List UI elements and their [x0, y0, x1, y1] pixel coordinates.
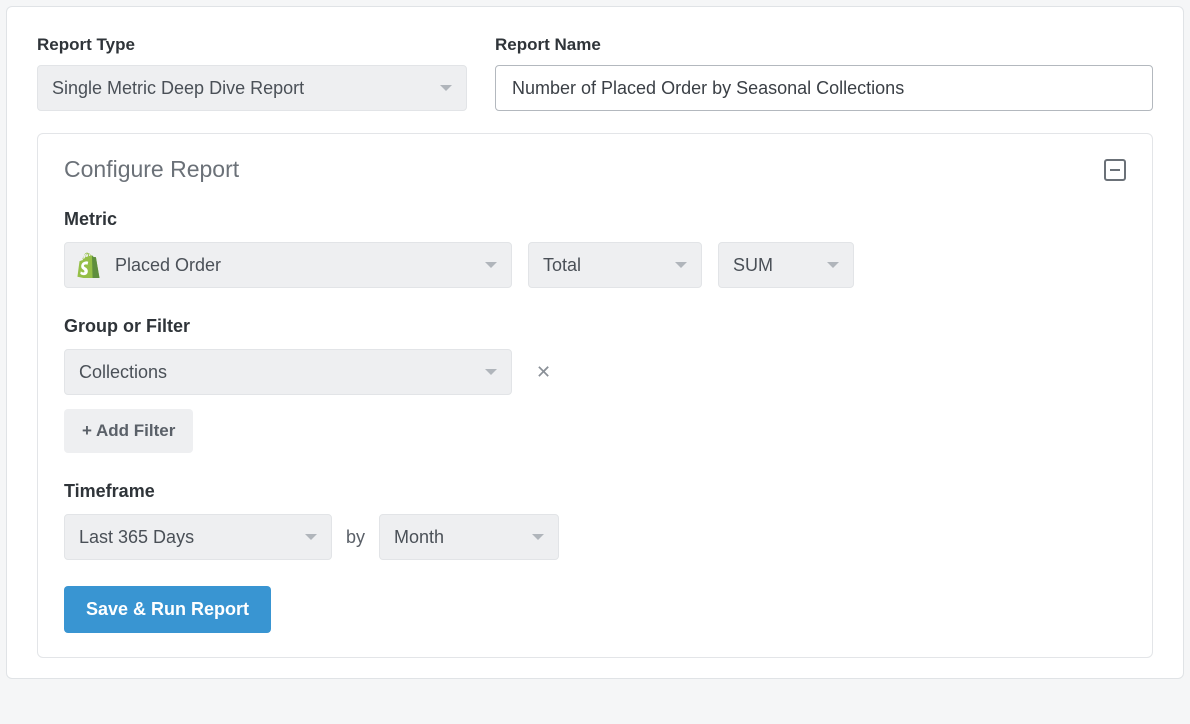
- timeframe-granularity-select[interactable]: Month: [379, 514, 559, 560]
- report-name-group: Report Name: [495, 35, 1153, 111]
- timeframe-range-select[interactable]: Last 365 Days: [64, 514, 332, 560]
- timeframe-by-text: by: [346, 527, 365, 548]
- config-title: Configure Report: [64, 156, 239, 183]
- report-type-label: Report Type: [37, 35, 467, 55]
- timeframe-range-wrapper: Last 365 Days: [64, 514, 332, 560]
- remove-filter-button[interactable]: ✕: [536, 363, 551, 381]
- metric-select-wrapper: Placed Order: [64, 242, 512, 288]
- metric-select-left: Placed Order: [77, 252, 221, 278]
- config-header: Configure Report: [64, 156, 1126, 183]
- metric-scope-select[interactable]: Total: [528, 242, 702, 288]
- collapse-button[interactable]: [1104, 159, 1126, 181]
- metric-row: Placed Order Total SUM: [64, 242, 1126, 288]
- report-builder-card: Report Type Single Metric Deep Dive Repo…: [6, 6, 1184, 679]
- timeframe-range-value: Last 365 Days: [79, 527, 194, 548]
- chevron-down-icon: [827, 262, 839, 268]
- report-type-group: Report Type Single Metric Deep Dive Repo…: [37, 35, 467, 111]
- chevron-down-icon: [532, 534, 544, 540]
- metric-value: Placed Order: [115, 255, 221, 276]
- save-run-button[interactable]: Save & Run Report: [64, 586, 271, 633]
- report-type-value: Single Metric Deep Dive Report: [52, 78, 304, 99]
- filter-select[interactable]: Collections: [64, 349, 512, 395]
- header-row: Report Type Single Metric Deep Dive Repo…: [37, 35, 1153, 111]
- minus-icon: [1110, 169, 1120, 171]
- add-filter-button[interactable]: + Add Filter: [64, 409, 193, 453]
- metric-fn-value: SUM: [733, 255, 773, 276]
- metric-scope-wrapper: Total: [528, 242, 702, 288]
- timeframe-granularity-wrapper: Month: [379, 514, 559, 560]
- chevron-down-icon: [305, 534, 317, 540]
- filter-value: Collections: [79, 362, 167, 383]
- configure-report-panel: Configure Report Metric: [37, 133, 1153, 658]
- report-type-select[interactable]: Single Metric Deep Dive Report: [37, 65, 467, 111]
- chevron-down-icon: [675, 262, 687, 268]
- chevron-down-icon: [440, 85, 452, 91]
- shopify-icon: [77, 252, 101, 278]
- metric-label: Metric: [64, 209, 1126, 230]
- timeframe-row: Last 365 Days by Month: [64, 514, 1126, 560]
- chevron-down-icon: [485, 369, 497, 375]
- filter-row: Collections ✕: [64, 349, 1126, 395]
- timeframe-granularity-value: Month: [394, 527, 444, 548]
- metric-scope-value: Total: [543, 255, 581, 276]
- metric-select[interactable]: Placed Order: [64, 242, 512, 288]
- chevron-down-icon: [485, 262, 497, 268]
- report-name-label: Report Name: [495, 35, 1153, 55]
- metric-fn-wrapper: SUM: [718, 242, 854, 288]
- report-name-input[interactable]: [495, 65, 1153, 111]
- timeframe-label: Timeframe: [64, 481, 1126, 502]
- filter-label: Group or Filter: [64, 316, 1126, 337]
- filter-select-wrapper: Collections: [64, 349, 512, 395]
- metric-fn-select[interactable]: SUM: [718, 242, 854, 288]
